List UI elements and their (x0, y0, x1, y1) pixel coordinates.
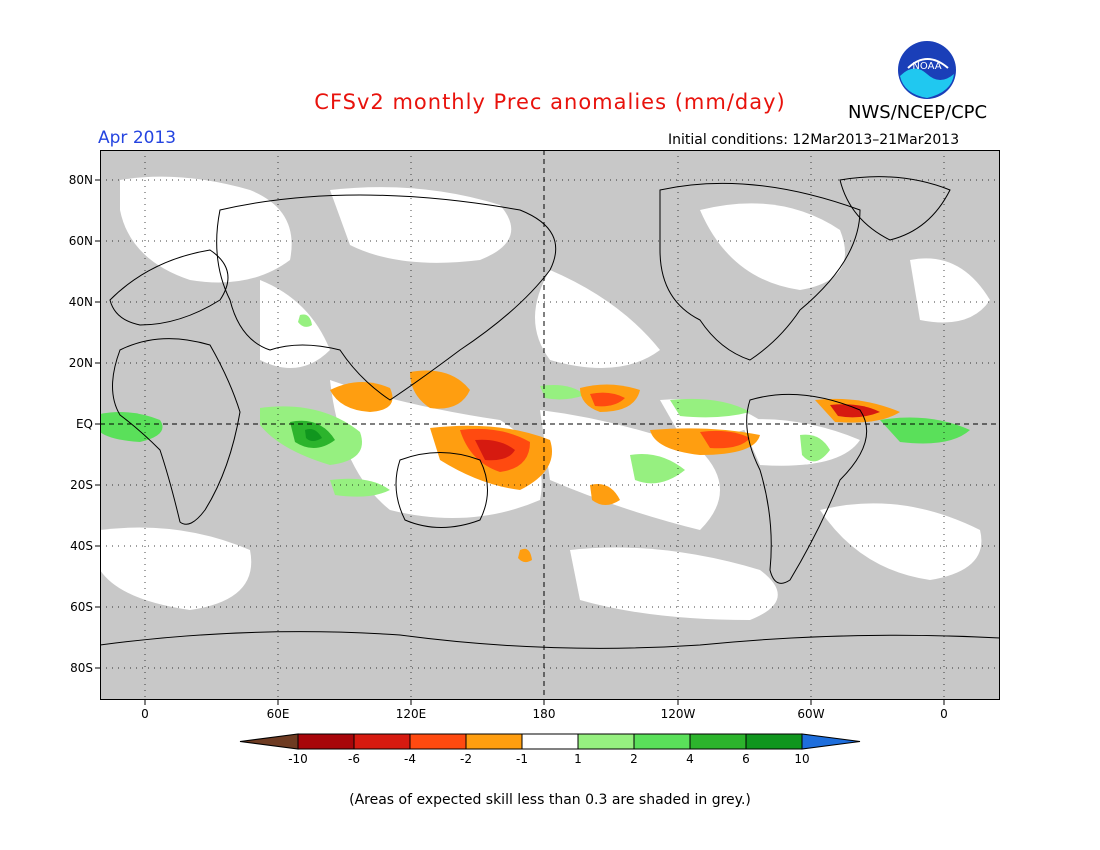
lon-label: 120W (661, 707, 696, 721)
europe-outline (109, 249, 229, 326)
africa-outline (112, 338, 241, 525)
colorbar-label: -6 (348, 752, 360, 766)
colorbar-box (745, 733, 803, 750)
colorbar-box (633, 733, 691, 750)
lat-label: 60S (70, 600, 93, 614)
asia-outline (216, 194, 557, 401)
colorbar-label: -1 (516, 752, 528, 766)
lat-label: 20S (70, 478, 93, 492)
colorbar-label: -2 (460, 752, 472, 766)
grid (100, 150, 1000, 700)
lon-label: 0 (940, 707, 948, 721)
colorbar-arrow-right (801, 733, 861, 750)
colorbar-box (409, 733, 467, 750)
colorbar-labels: -10 -6 -4 -2 -1 1 2 4 6 10 (288, 752, 809, 766)
axis-ticks: 80N 60N 40N 20N EQ 20S 40S 60S 80S 0 60E 120E 180 12… (69, 173, 948, 721)
lat-label: 80N (69, 173, 93, 187)
wet-anomalies (100, 314, 970, 497)
lat-label: 20N (69, 356, 93, 370)
colorbar-box (577, 733, 635, 750)
colorbar-label: 10 (794, 752, 809, 766)
antarctica-outline (100, 631, 1000, 649)
latitude-labels: 80N 60N 40N 20N EQ 20S 40S 60S 80S (69, 173, 100, 675)
colorbar-label: 2 (630, 752, 638, 766)
anomaly-map (100, 150, 1000, 700)
colorbar-box (297, 733, 355, 750)
skill-note: (Areas of expected skill less than 0.3 a… (349, 792, 751, 808)
lat-label: EQ (76, 417, 93, 431)
lon-label: 0 (141, 707, 149, 721)
organization-label: NWS/NCEP/CPC (848, 102, 988, 123)
colorbar-label: 6 (742, 752, 750, 766)
lat-label: 40N (69, 295, 93, 309)
north-america-outline (659, 182, 861, 361)
coastlines (100, 176, 1000, 649)
noaa-logo: NOAA (894, 40, 960, 104)
valid-month: Apr 2013 (98, 128, 177, 148)
colorbar: -10 -6 -4 -2 -1 1 2 4 6 10 (239, 733, 861, 766)
colorbar-label: -4 (404, 752, 416, 766)
dry-anomalies (330, 370, 900, 563)
colorbar-box (689, 733, 747, 750)
svg-text:NOAA: NOAA (912, 61, 941, 72)
lon-label: 120E (396, 707, 427, 721)
greenland-outline (839, 176, 951, 241)
colorbar-label: -10 (288, 752, 308, 766)
australia-outline (395, 452, 488, 528)
lon-label: 60W (797, 707, 824, 721)
south-america-outline (746, 393, 868, 584)
colorbar-box (521, 733, 579, 750)
colorbar-boxes (239, 733, 861, 750)
lat-label: 40S (70, 539, 93, 553)
lon-label: 60E (267, 707, 290, 721)
lat-label: 60N (69, 234, 93, 248)
lon-label: 180 (533, 707, 556, 721)
colorbar-box (353, 733, 411, 750)
colorbar-label: 1 (574, 752, 582, 766)
initial-conditions: Initial conditions: 12Mar2013–21Mar2013 (668, 132, 960, 148)
colorbar-box (465, 733, 523, 750)
longitude-labels: 0 60E 120E 180 120W 60W 0 (141, 700, 948, 721)
colorbar-label: 4 (686, 752, 694, 766)
lat-label: 80S (70, 661, 93, 675)
colorbar-arrow-left (239, 733, 299, 750)
chart-title: CFSv2 monthly Prec anomalies (mm/day) (314, 90, 786, 114)
white-regions (100, 176, 990, 620)
